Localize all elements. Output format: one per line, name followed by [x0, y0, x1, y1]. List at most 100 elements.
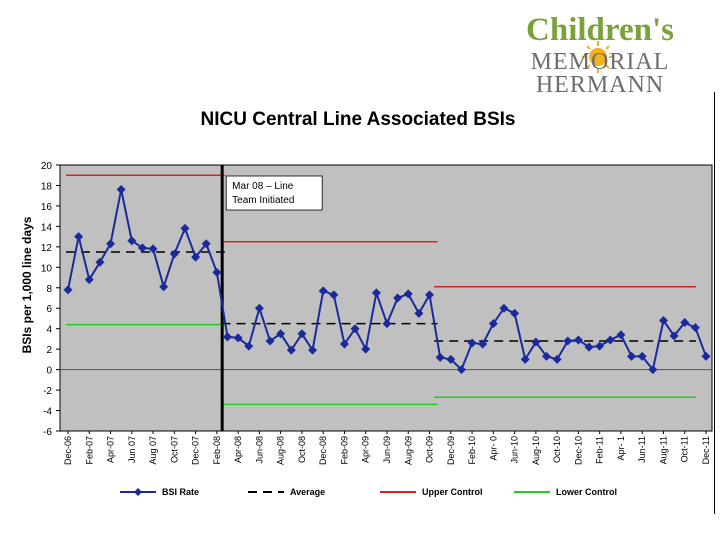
bsi-rate-point: [499, 303, 509, 313]
bsi-rate-point: [371, 288, 381, 298]
y-tick-label: 14: [41, 222, 53, 233]
legend-label-bsi-rate: BSI Rate: [162, 487, 199, 497]
bsi-rate-point: [393, 293, 403, 303]
annotation-line-2: Team Initiated: [232, 195, 294, 206]
bsi-rate-point: [318, 286, 328, 296]
bsi-rate-point: [542, 351, 551, 361]
bsi-rate-point: [584, 342, 594, 352]
y-tick-label: 20: [41, 161, 53, 172]
y-tick-label: 18: [41, 181, 53, 192]
plot-area: [59, 164, 713, 432]
x-tick-label: Feb-09: [339, 436, 349, 465]
bsi-rate-point: [510, 308, 520, 318]
x-tick-label: Aug 07: [148, 436, 158, 465]
bsi-rate-point: [286, 345, 296, 355]
bsi-rate-point: [254, 303, 264, 313]
bsi-rate-point: [308, 345, 318, 355]
bsi-rate-point: [595, 341, 605, 351]
x-tick-label: Apr-08: [233, 436, 243, 463]
bsi-rate-point: [148, 244, 158, 254]
bsi-rate-point: [435, 352, 445, 362]
bsi-rate-point: [339, 339, 349, 349]
x-tick-label: Aug-10: [531, 436, 541, 465]
bsi-rate-point: [648, 365, 658, 375]
x-tick-label: Feb-07: [84, 436, 94, 465]
logo-line-childrens: Children's: [526, 12, 674, 48]
logo-line-hermann: HERMANN: [536, 72, 664, 96]
x-tick-label: Dec-06: [63, 436, 73, 465]
bsi-rate-point: [403, 289, 413, 299]
x-tick-label: Oct-08: [297, 436, 307, 463]
bsi-rate-point: [201, 239, 211, 249]
x-tick-label: Jun-08: [254, 436, 264, 464]
bsi-rate-point: [616, 330, 626, 340]
y-tick-label: 0: [46, 366, 52, 377]
bsi-rate-point: [467, 338, 477, 348]
bsi-rate-point: [520, 354, 530, 364]
bsi-rate-point: [573, 335, 583, 345]
bsi-rate-point: [233, 333, 243, 343]
bsi-rate-point: [701, 351, 711, 361]
sun-icon: [582, 41, 614, 73]
bsi-rate-point: [669, 331, 679, 341]
x-tick-label: Dec-09: [446, 436, 456, 465]
bsi-rate-point: [223, 332, 232, 342]
bsi-rate-point: [276, 329, 286, 339]
bsi-rate-point: [680, 318, 690, 328]
x-tick-label: Feb-11: [595, 436, 605, 464]
x-tick-label: Jun-09: [382, 436, 392, 464]
x-tick-label: Dec-08: [318, 436, 328, 465]
y-tick-label: 8: [46, 284, 52, 295]
bsi-rate-point: [425, 290, 435, 300]
bsi-rate-point: [658, 316, 668, 326]
y-tick-label: 6: [46, 304, 52, 315]
bsi-rate-point: [690, 323, 700, 333]
bsi-rate-point: [159, 282, 169, 292]
bsi-rate-point: [169, 249, 179, 259]
y-tick-label: -2: [43, 386, 52, 397]
y-tick-label: -6: [43, 427, 52, 438]
bsi-rate-point: [627, 351, 637, 361]
legend-label-lower-control: Lower Control: [556, 487, 617, 497]
x-tick-label: Oct-10: [552, 436, 562, 463]
bsi-rate-point: [244, 341, 254, 351]
bsi-rate-point: [552, 354, 562, 364]
x-tick-label: Jun 07: [127, 436, 137, 463]
bsi-rate-point: [265, 336, 275, 346]
childrens-memorial-hermann-logo: Children's MEMORIAL HERMANN: [505, 6, 695, 98]
legend-label-average: Average: [290, 487, 325, 497]
y-axis-label: BSIs per 1,000 line days: [20, 216, 34, 353]
bsi-rate-point: [106, 239, 116, 249]
y-tick-label: -4: [43, 407, 52, 418]
bsi-rate-point: [361, 344, 371, 354]
x-tick-label: Dec-10: [573, 436, 583, 465]
bsi-rate-point: [84, 275, 94, 285]
x-tick-label: Aug-09: [403, 436, 413, 465]
x-tick-label: Apr-09: [361, 436, 371, 463]
bsi-rate-point: [63, 285, 73, 295]
legend-marker-bsi-rate: [134, 488, 142, 496]
bsi-rate-point: [446, 354, 456, 364]
x-tick-label: Aug-08: [276, 436, 286, 465]
bsi-rate-point: [137, 243, 147, 253]
bsi-rate-point: [212, 267, 222, 277]
frame-divider: [714, 92, 715, 514]
chart-title: NICU Central Line Associated BSIs: [201, 109, 516, 130]
x-tick-label: Dec-07: [191, 436, 201, 465]
bsi-rate-point: [191, 252, 201, 262]
bsi-rate-point: [329, 290, 339, 300]
annotation-box: [225, 175, 323, 211]
bsi-rate-point: [488, 319, 498, 329]
bsi-rate-point: [95, 257, 105, 267]
x-tick-label: Dec-11: [701, 436, 711, 464]
bsi-rate-point: [382, 319, 392, 329]
y-tick-label: 10: [41, 263, 53, 274]
bsi-rate-point: [116, 185, 126, 195]
x-tick-label: Apr-07: [106, 436, 116, 463]
bsi-rate-point: [127, 236, 137, 246]
x-tick-label: Apr- 1: [616, 436, 626, 461]
y-tick-label: 16: [41, 202, 53, 213]
y-tick-label: 12: [41, 243, 53, 254]
bsi-rate-point: [605, 335, 615, 345]
bsi-rate-point: [74, 232, 84, 242]
